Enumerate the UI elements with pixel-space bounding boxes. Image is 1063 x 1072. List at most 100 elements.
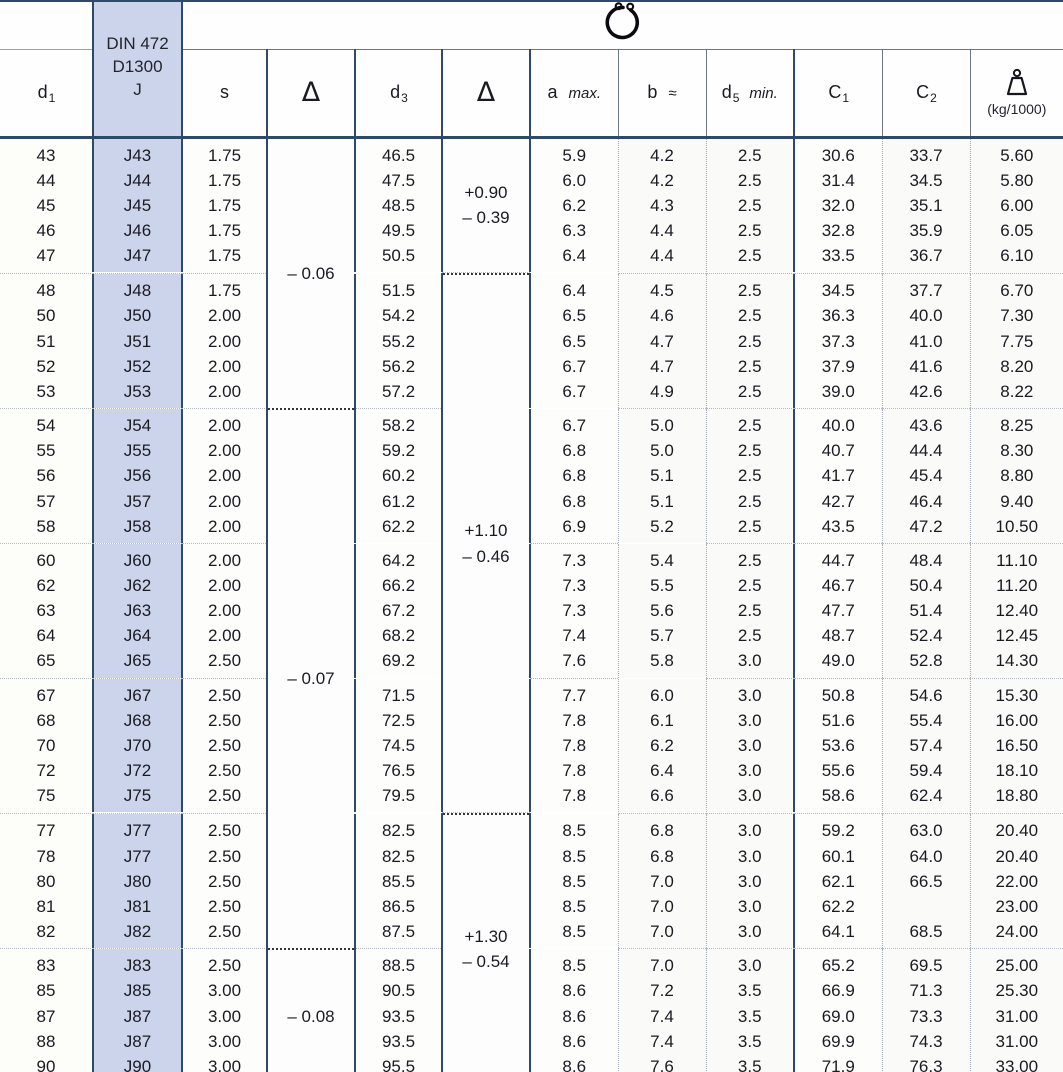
top-rule xyxy=(0,0,1063,2)
cell-din-code: J77 J77 J80 J81 J82 xyxy=(92,814,183,949)
value-s: 3.00 xyxy=(207,1006,242,1026)
header-bottom-rule xyxy=(0,135,1063,139)
value-s: 2.00 xyxy=(207,626,242,646)
value-d1: 56 xyxy=(36,466,56,486)
value-tolerance-s: – 0.08 xyxy=(287,1006,335,1026)
header-delta-d3-glyph: Δ xyxy=(476,77,496,109)
value-d1: 64 xyxy=(36,626,56,646)
group-separator xyxy=(0,812,1063,814)
value-weight: 11.10 xyxy=(996,550,1038,570)
cell-tolerance-s: – 0.08 xyxy=(266,948,355,1072)
value-c1: 62.2 xyxy=(821,896,855,916)
value-d1: 75 xyxy=(36,786,56,806)
value-din: J64 xyxy=(123,626,152,646)
value-c1: 49.0 xyxy=(821,651,855,671)
cell-d5: 3.0 3.0 3.0 3.0 3.0 xyxy=(705,678,794,813)
value-d3: 76.5 xyxy=(381,761,416,781)
value-tolerance-d3-minus: – 0.46 xyxy=(462,546,510,566)
cell-d5: 2.5 2.5 2.5 2.5 2.5 xyxy=(705,138,794,273)
cell-s: 2.50 2.50 2.50 2.50 2.50 xyxy=(181,678,267,813)
value-c1: 40.7 xyxy=(821,441,855,461)
value-b: 4.7 xyxy=(650,356,674,376)
value-din: J90 xyxy=(123,1056,152,1072)
value-din: J67 xyxy=(123,685,152,705)
value-b: 7.0 xyxy=(650,871,674,891)
value-s: 2.50 xyxy=(207,922,242,942)
value-din: J68 xyxy=(123,710,152,730)
cell-a: 6.7 6.8 6.8 6.8 6.9 xyxy=(529,409,618,543)
value-s: 2.50 xyxy=(207,956,242,976)
value-din: J43 xyxy=(123,145,152,165)
value-c2: 46.4 xyxy=(909,491,943,511)
value-d5: 2.5 xyxy=(737,576,762,595)
value-d3: 57.2 xyxy=(381,381,416,401)
value-a: 7.4 xyxy=(562,626,587,646)
value-c2: 73.3 xyxy=(909,1006,943,1026)
value-weight: 31.00 xyxy=(995,1006,1039,1026)
cell-d1: 60 62 63 64 65 xyxy=(0,543,93,678)
cell-d3: 46.5 47.5 48.5 49.5 50.5 xyxy=(354,138,442,273)
cell-b: 4.5 4.6 4.7 4.7 4.9 xyxy=(617,274,706,409)
value-b: 5.1 xyxy=(650,491,674,511)
value-d1: 46 xyxy=(36,220,56,240)
value-d3: 93.5 xyxy=(381,1006,416,1026)
value-din: J47 xyxy=(123,246,152,266)
value-b: 5.5 xyxy=(650,576,674,595)
value-din: J52 xyxy=(123,356,152,376)
cell-d3: 58.2 59.2 60.2 61.2 62.2 xyxy=(354,409,442,543)
value-d3: 88.5 xyxy=(381,956,416,976)
header-b-label: b xyxy=(647,82,658,103)
group-separator xyxy=(0,272,1063,274)
value-d5: 2.5 xyxy=(737,331,762,351)
value-a: 8.5 xyxy=(562,871,587,891)
value-b: 4.3 xyxy=(650,195,674,215)
value-din: J81 xyxy=(123,896,152,916)
value-d3: 60.2 xyxy=(381,466,416,486)
value-d3: 82.5 xyxy=(381,846,416,866)
header-din-column: DIN 472 D1300 J xyxy=(92,0,183,136)
cell-d5: 3.0 3.5 3.5 3.5 3.5 xyxy=(705,949,794,1072)
header-a-max: a max. xyxy=(529,49,618,136)
value-b: 4.6 xyxy=(650,306,674,326)
value-c1: 60.1 xyxy=(821,846,855,866)
header-d5-label: d xyxy=(721,82,732,103)
value-weight: 5.80 xyxy=(1000,170,1034,190)
value-weight: 18.10 xyxy=(995,761,1039,781)
value-a: 6.8 xyxy=(562,441,587,461)
value-tolerance-d3-plus: +0.90 xyxy=(464,182,508,202)
value-din: J55 xyxy=(123,441,152,461)
cell-c1: 40.0 40.7 41.7 42.7 43.5 xyxy=(793,409,882,543)
value-c1: 47.7 xyxy=(821,601,855,621)
value-s: 2.00 xyxy=(207,576,242,595)
value-din: J62 xyxy=(123,576,152,595)
value-a: 7.3 xyxy=(562,601,587,621)
value-s: 2.00 xyxy=(207,466,242,486)
value-din: J77 xyxy=(123,821,152,841)
value-a: 8.6 xyxy=(562,1031,587,1051)
value-din: J77 xyxy=(123,846,152,866)
value-c2: 52.8 xyxy=(909,651,943,671)
header-s-label: s xyxy=(220,82,229,103)
value-b: 7.4 xyxy=(650,1031,674,1051)
cell-a: 5.9 6.0 6.2 6.3 6.4 xyxy=(529,138,618,273)
cell-c2: 69.5 71.3 73.3 74.3 76.3 xyxy=(881,949,970,1072)
value-din: J46 xyxy=(123,220,152,240)
group-separator xyxy=(0,542,1063,544)
value-weight: 5.60 xyxy=(1000,145,1034,165)
value-c2: 41.0 xyxy=(909,331,943,351)
value-d5: 3.0 xyxy=(737,871,762,891)
value-d3: 59.2 xyxy=(381,441,416,461)
value-din: J51 xyxy=(123,331,152,351)
value-c1: 59.2 xyxy=(821,821,855,841)
value-c1: 41.7 xyxy=(821,466,855,486)
value-a: 7.8 xyxy=(562,710,587,730)
weight-icon xyxy=(1000,68,1034,101)
value-a: 6.8 xyxy=(562,466,587,486)
value-d1: 70 xyxy=(36,735,56,755)
value-b: 6.2 xyxy=(650,735,674,755)
value-c2: 45.4 xyxy=(909,466,943,486)
value-b: 6.4 xyxy=(650,761,674,781)
value-d5: 3.5 xyxy=(737,1031,762,1051)
value-d1: 85 xyxy=(36,981,56,1001)
